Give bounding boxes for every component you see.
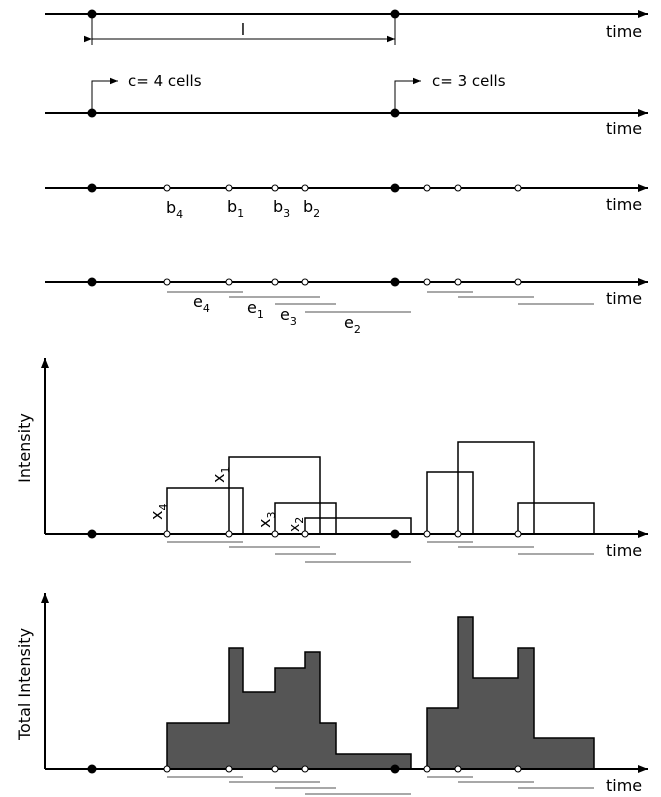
intensity-label-x2: x2 — [287, 517, 306, 532]
cell-begin-point — [423, 765, 431, 773]
cells-first-label: c= 4 cells — [128, 72, 202, 90]
burst-start-dot — [87, 277, 97, 287]
panel-total-intensity: Total Intensity time — [15, 593, 648, 795]
y-axis-label: Intensity — [15, 413, 34, 483]
burst-start-dot — [87, 764, 97, 774]
begin-label-b3: b3 — [273, 197, 290, 220]
time-label: time — [606, 22, 642, 41]
cell-begin-point — [163, 530, 171, 538]
intensity-label-x3: x3 — [255, 512, 278, 528]
cell-begin-point — [225, 530, 233, 538]
cell-begin-point — [423, 530, 431, 538]
cell-begin-point — [301, 278, 309, 286]
cell-begin-point — [454, 278, 462, 286]
cell-begin-point — [514, 765, 522, 773]
cells-second-label: c= 3 cells — [432, 72, 506, 90]
interval-label: l — [241, 20, 245, 39]
begin-points — [163, 765, 522, 773]
burst-start-dot — [87, 183, 97, 193]
time-label: time — [606, 541, 642, 560]
panel-intensity: Intensity — [15, 358, 648, 563]
row-interval: l time — [45, 9, 648, 45]
begin-points — [163, 184, 522, 192]
intensity-boxes — [166, 441, 595, 535]
cell-begin-point — [163, 278, 171, 286]
duration-bars — [167, 541, 594, 563]
cell-begin-point — [225, 765, 233, 773]
cell-begin-point — [271, 765, 279, 773]
cell-begin-point — [225, 278, 233, 286]
cell-count-arrow — [394, 77, 421, 113]
begin-points — [163, 530, 522, 538]
row-begin-times: b4 b1 b3 b2 time — [45, 183, 648, 221]
cell-begin-point — [423, 184, 431, 192]
cell-intensity-box — [457, 441, 535, 535]
end-label-e3: e3 — [280, 305, 297, 328]
cell-count-arrow — [91, 77, 118, 113]
begin-label-b1: b1 — [227, 197, 244, 220]
cell-begin-point — [271, 184, 279, 192]
cell-begin-point — [514, 278, 522, 286]
cell-intensity-box — [304, 517, 412, 535]
cell-begin-point — [163, 765, 171, 773]
cell-begin-point — [301, 765, 309, 773]
cell-begin-point — [225, 184, 233, 192]
burst-start-dot — [87, 529, 97, 539]
y-axis-label: Total Intensity — [15, 628, 34, 741]
cell-intensity-box — [517, 502, 595, 535]
end-label-e2: e2 — [344, 313, 361, 336]
cell-intensity-box — [426, 471, 474, 535]
duration-bars — [167, 291, 594, 313]
cell-begin-point — [271, 530, 279, 538]
intensity-label-x1: x1 — [209, 467, 232, 483]
cell-begin-point — [423, 278, 431, 286]
row-cell-count: c= 4 cells c= 3 cells time — [45, 72, 648, 138]
cell-begin-point — [163, 184, 171, 192]
cell-begin-point — [454, 184, 462, 192]
cell-intensity-box — [166, 487, 244, 535]
total-intensity-area — [166, 647, 412, 770]
end-label-e4: e4 — [193, 292, 210, 315]
burst-start-dot — [390, 529, 400, 539]
duration-bars — [167, 776, 594, 795]
begin-label-b2: b2 — [303, 197, 320, 220]
time-label: time — [606, 119, 642, 138]
time-label: time — [606, 195, 642, 214]
begin-label-b4: b4 — [166, 198, 183, 221]
cell-begin-point — [514, 184, 522, 192]
time-label: time — [606, 289, 642, 308]
cell-begin-point — [271, 278, 279, 286]
time-label: time — [606, 776, 642, 795]
row-end-times: e4 e1 e3 e2 time — [45, 277, 648, 336]
end-label-e1: e1 — [247, 298, 264, 321]
begin-points — [163, 278, 522, 286]
burst-start-dot — [390, 183, 400, 193]
cell-begin-point — [301, 530, 309, 538]
cell-begin-point — [301, 184, 309, 192]
burst-start-dot — [390, 277, 400, 287]
total-intensity-area — [426, 616, 595, 770]
cell-begin-point — [514, 530, 522, 538]
intensity-label-x4: x4 — [147, 504, 170, 520]
cell-begin-point — [454, 530, 462, 538]
cell-begin-point — [454, 765, 462, 773]
burst-start-dot — [390, 764, 400, 774]
